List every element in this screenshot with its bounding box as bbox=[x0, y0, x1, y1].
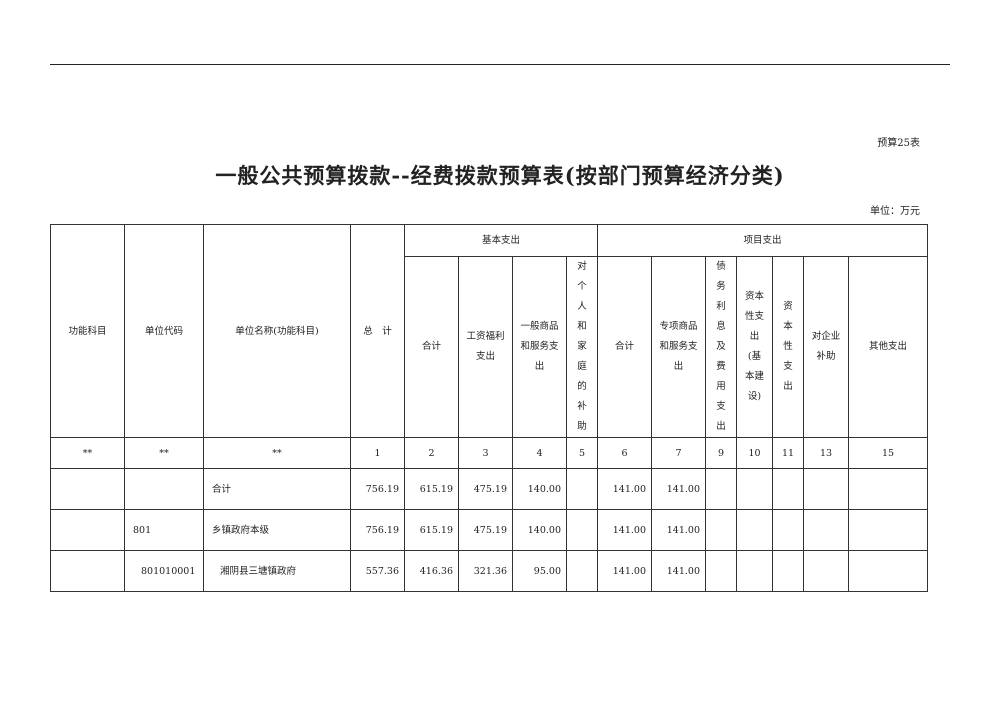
value-cell: 475.19 bbox=[458, 468, 513, 510]
index-cell: 7 bbox=[651, 437, 707, 469]
value-cell bbox=[705, 468, 738, 510]
value-cell bbox=[705, 550, 738, 592]
value-cell: 756.19 bbox=[350, 509, 405, 551]
header-func: 功能科目 bbox=[50, 224, 125, 438]
value-cell bbox=[772, 509, 805, 551]
name-cell: 湘阴县三塘镇政府 bbox=[203, 550, 351, 592]
func-cell bbox=[50, 509, 125, 551]
header-project-col: 其他支出 bbox=[848, 256, 929, 438]
name-cell: 合计 bbox=[203, 468, 351, 510]
header-project: 项目支出 bbox=[597, 224, 929, 257]
value-cell bbox=[848, 468, 929, 510]
header-project-col: 资 本 性 支 出 bbox=[772, 256, 805, 438]
value-cell bbox=[803, 468, 850, 510]
index-cell: 2 bbox=[404, 437, 459, 469]
value-cell: 615.19 bbox=[404, 509, 459, 551]
func-cell bbox=[50, 468, 125, 510]
value-cell: 141.00 bbox=[651, 509, 707, 551]
value-cell: 140.00 bbox=[512, 509, 567, 551]
header-basic-col: 对 个 人 和 家 庭 的 补 助 bbox=[565, 256, 599, 438]
index-cell: 15 bbox=[848, 437, 929, 469]
value-cell: 475.19 bbox=[458, 509, 513, 551]
index-cell: 10 bbox=[736, 437, 774, 469]
header-project-col: 对企业 补助 bbox=[803, 256, 850, 438]
value-cell bbox=[736, 468, 774, 510]
index-cell: 11 bbox=[772, 437, 805, 469]
unit-label: 单位：万元 bbox=[870, 206, 920, 217]
table-row: 801010001 湘阴县三塘镇政府 557.36 416.36 321.36 95.00… bbox=[50, 550, 929, 592]
index-cell: ** bbox=[50, 437, 125, 469]
value-cell bbox=[736, 550, 774, 592]
value-cell: 321.36 bbox=[458, 550, 513, 592]
header-code: 单位代码 bbox=[124, 224, 204, 438]
value-cell: 141.00 bbox=[597, 550, 653, 592]
name-cell: 乡镇政府本级 bbox=[203, 509, 351, 551]
index-cell: 13 bbox=[803, 437, 850, 469]
value-cell: 557.36 bbox=[350, 550, 405, 592]
value-cell bbox=[772, 550, 805, 592]
header-project-col: 资本 性支 出 (基 本建 设) bbox=[736, 256, 774, 438]
header-basic-col: 一般商品 和服务支 出 bbox=[512, 256, 567, 438]
value-cell: 95.00 bbox=[512, 550, 567, 592]
index-cell: ** bbox=[203, 437, 351, 469]
header-basic-col: 工资福利 支出 bbox=[458, 256, 513, 438]
page-title: 一般公共预算拨款--经费拨款预算表(按部门预算经济分类) bbox=[215, 163, 785, 188]
header-basic-col: 合计 bbox=[404, 256, 459, 438]
code-cell: 801 bbox=[124, 509, 204, 551]
value-cell: 141.00 bbox=[597, 509, 653, 551]
value-cell bbox=[565, 468, 599, 510]
value-cell bbox=[803, 509, 850, 551]
header-project-col: 合计 bbox=[597, 256, 653, 438]
value-cell bbox=[848, 509, 929, 551]
index-cell: 5 bbox=[565, 437, 599, 469]
budget-table: 功能科目 单位代码 单位名称(功能科目) 总 计 基本支出 项目支出 合计 工资福… bbox=[50, 224, 929, 592]
top-rule bbox=[50, 64, 950, 65]
value-cell: 140.00 bbox=[512, 468, 567, 510]
header-basic: 基本支出 bbox=[403, 224, 599, 257]
value-cell bbox=[565, 509, 599, 551]
value-cell bbox=[565, 550, 599, 592]
value-cell: 416.36 bbox=[404, 550, 459, 592]
value-cell bbox=[772, 468, 805, 510]
value-cell: 141.00 bbox=[651, 550, 707, 592]
value-cell: 615.19 bbox=[404, 468, 459, 510]
index-cell: 9 bbox=[705, 437, 738, 469]
value-cell bbox=[803, 550, 850, 592]
value-cell: 756.19 bbox=[350, 468, 405, 510]
value-cell bbox=[705, 509, 738, 551]
table-row: 801 乡镇政府本级 756.19 615.19 475.19 140.00 141.00 1… bbox=[50, 509, 929, 551]
index-cell: 3 bbox=[458, 437, 513, 469]
table-number: 预算25表 bbox=[877, 138, 920, 149]
func-cell bbox=[50, 550, 125, 592]
index-cell: 1 bbox=[350, 437, 405, 469]
code-cell: 801010001 bbox=[124, 550, 204, 592]
table-row: 合计 756.19 615.19 475.19 140.00 141.00 141.00 bbox=[50, 468, 929, 510]
index-cell: 6 bbox=[597, 437, 653, 469]
index-cell: 4 bbox=[512, 437, 567, 469]
header-name: 单位名称(功能科目) bbox=[203, 224, 351, 438]
header-total: 总 计 bbox=[350, 224, 405, 438]
header-project-col: 专项商品 和服务支 出 bbox=[651, 256, 707, 438]
value-cell: 141.00 bbox=[651, 468, 707, 510]
index-cell: ** bbox=[124, 437, 204, 469]
value-cell bbox=[736, 509, 774, 551]
value-cell: 141.00 bbox=[597, 468, 653, 510]
value-cell bbox=[848, 550, 929, 592]
code-cell bbox=[124, 468, 204, 510]
header-project-col: 债 务 利 息 及 费 用 支 出 bbox=[705, 256, 738, 438]
